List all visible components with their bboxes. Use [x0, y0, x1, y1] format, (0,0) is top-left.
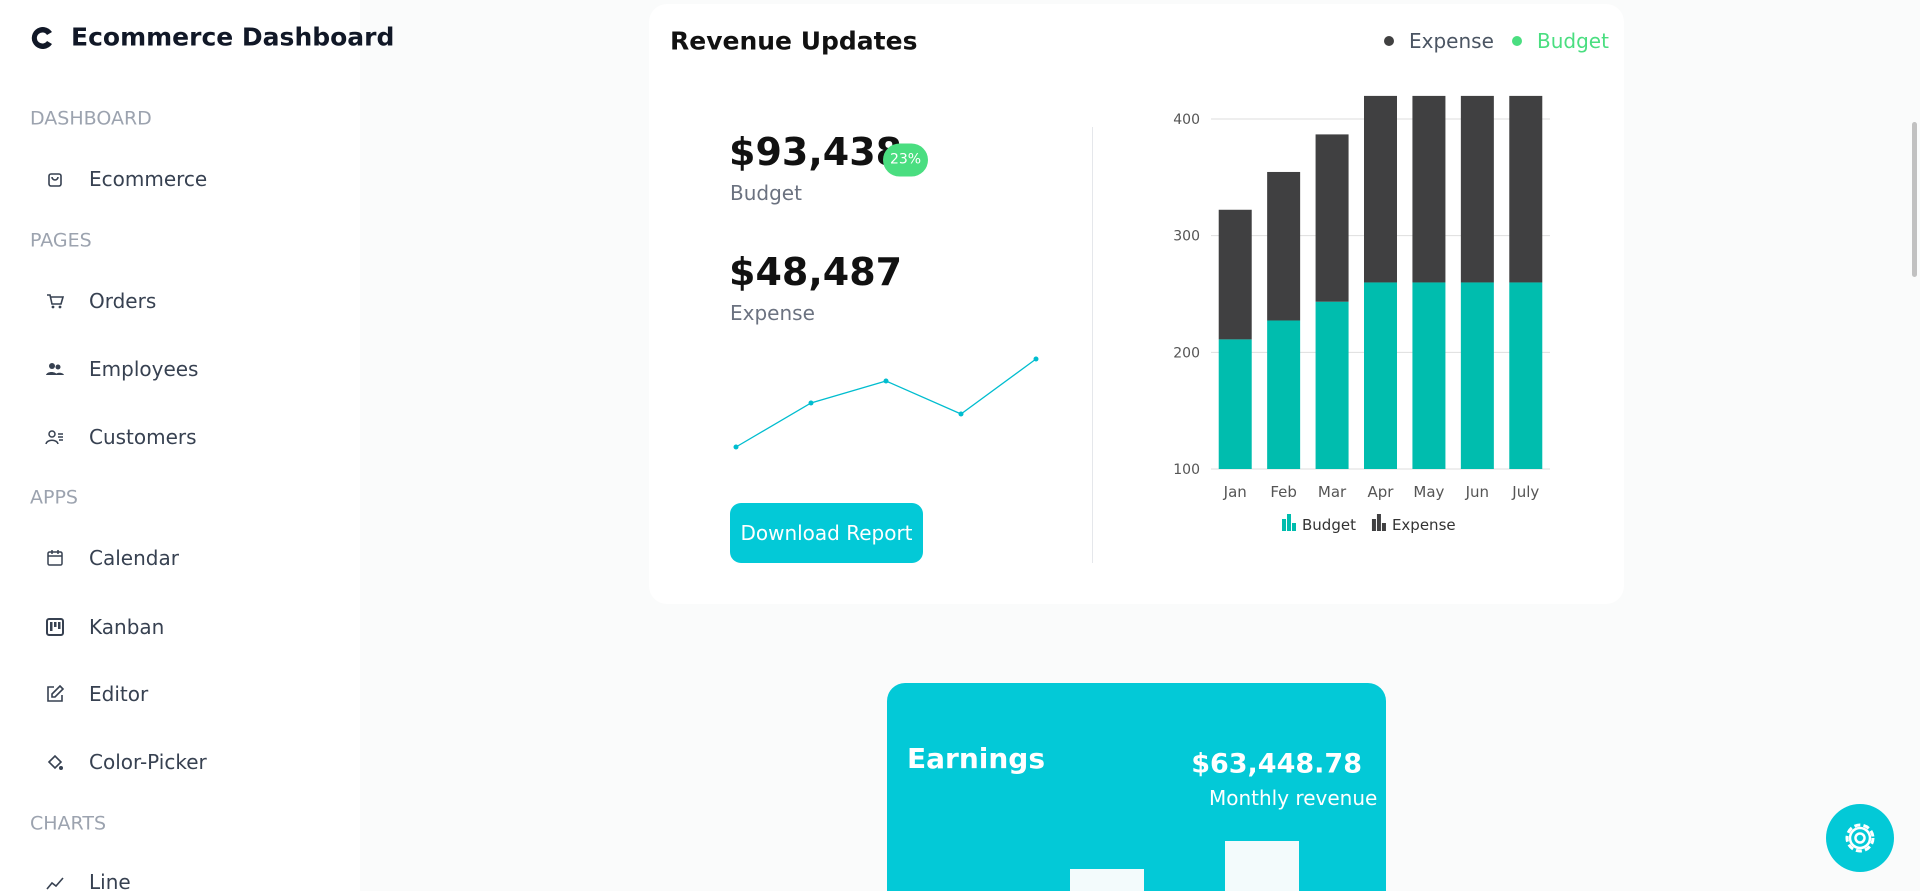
icon [47, 294, 65, 309]
x-tick-label: Mar [1318, 483, 1347, 501]
settings-icon [1845, 823, 1875, 853]
sparkline-point [958, 411, 964, 417]
sparkline-point [808, 400, 814, 406]
legend-label: Expense [1409, 29, 1494, 53]
icon [46, 618, 64, 636]
x-tick-label: July [1511, 483, 1539, 501]
expense-amount: $48,487 [729, 250, 903, 294]
bar [1218, 209, 1252, 340]
section-label: APPS [30, 486, 78, 509]
legend-icon [1287, 514, 1291, 531]
section-label: DASHBOARD [30, 107, 152, 130]
bar [1315, 134, 1349, 302]
scrollbar [1912, 122, 1917, 277]
nav-item[interactable]: Editor [89, 682, 149, 706]
nav-item[interactable]: Kanban [89, 615, 165, 639]
x-tick-label: Feb [1270, 483, 1297, 501]
y-tick-label: 200 [1173, 345, 1200, 361]
budget-label: Budget [730, 181, 802, 205]
x-tick-label: Jun [1465, 483, 1489, 501]
bar [1412, 95, 1446, 283]
bar [1315, 301, 1349, 469]
legend-dot [1512, 36, 1522, 46]
y-tick-label: 300 [1173, 229, 1200, 245]
legend-dot [1384, 36, 1394, 46]
expense-label: Expense [730, 301, 815, 325]
earnings-title: Earnings [907, 742, 1046, 775]
bar [1509, 95, 1543, 283]
app-title[interactable]: Ecommerce Dashboard [71, 22, 395, 52]
icon [45, 430, 63, 445]
sparkline-point [1033, 356, 1039, 362]
legend-icon [1292, 523, 1296, 531]
logo [31, 27, 52, 49]
legend-label: Expense [1392, 516, 1456, 534]
legend-icon [1376, 514, 1381, 531]
icon [48, 173, 62, 187]
nav-item[interactable]: Ecommerce [89, 167, 208, 191]
x-tick-label: May [1413, 483, 1444, 501]
legend-label: Budget [1537, 29, 1609, 53]
earnings-card [887, 683, 1386, 891]
card-title: Revenue Updates [670, 26, 918, 56]
bar [1267, 171, 1301, 321]
bar [1364, 95, 1397, 283]
sidebar: Ecommerce Dashboard DASHBOARD Ecommerce … [0, 0, 394, 891]
legend-icon [1381, 523, 1386, 531]
y-tick-label: 400 [1173, 112, 1200, 128]
x-tick-label: Jan [1223, 483, 1247, 501]
icon [46, 877, 64, 890]
sparkline-point [733, 444, 739, 450]
badge: 23% [883, 143, 928, 177]
bar [1509, 282, 1543, 469]
download-button[interactable]: Download Report [730, 503, 923, 563]
earnings-subtitle: Monthly revenue [1209, 786, 1378, 810]
nav-item[interactable]: Calendar [89, 546, 179, 570]
icon [47, 550, 63, 566]
legend-label: Budget [1302, 516, 1356, 534]
y-tick-label: 100 [1173, 462, 1200, 478]
icon [47, 684, 65, 702]
section-label: PAGES [30, 229, 92, 252]
icon [46, 363, 64, 375]
earnings-amount: $63,448.78 [1191, 748, 1362, 780]
bar [1460, 282, 1494, 469]
bar [1364, 282, 1397, 469]
bar [1267, 320, 1301, 469]
section-label: CHARTS [30, 812, 107, 835]
icon [47, 754, 63, 770]
nav-item[interactable]: Orders [89, 289, 157, 313]
legend-icon [1371, 519, 1376, 531]
sparkline-point [883, 378, 889, 384]
legend-icon [1282, 519, 1286, 531]
nav-item[interactable]: Color-Picker [89, 750, 207, 774]
nav-item[interactable]: Employees [89, 357, 199, 381]
nav-item[interactable]: Customers [89, 425, 197, 449]
sparkline [735, 358, 1037, 448]
x-tick-label: Apr [1368, 483, 1395, 501]
divider [1092, 127, 1093, 563]
bar [1460, 95, 1494, 283]
earnings-bar [1070, 869, 1144, 891]
budget-amount: $93,438 [729, 130, 903, 174]
bar [1218, 339, 1252, 469]
bar [1412, 282, 1446, 469]
nav-item[interactable]: Line [89, 870, 131, 891]
earnings-bar [1225, 841, 1299, 891]
settings-button[interactable] [1826, 804, 1894, 872]
